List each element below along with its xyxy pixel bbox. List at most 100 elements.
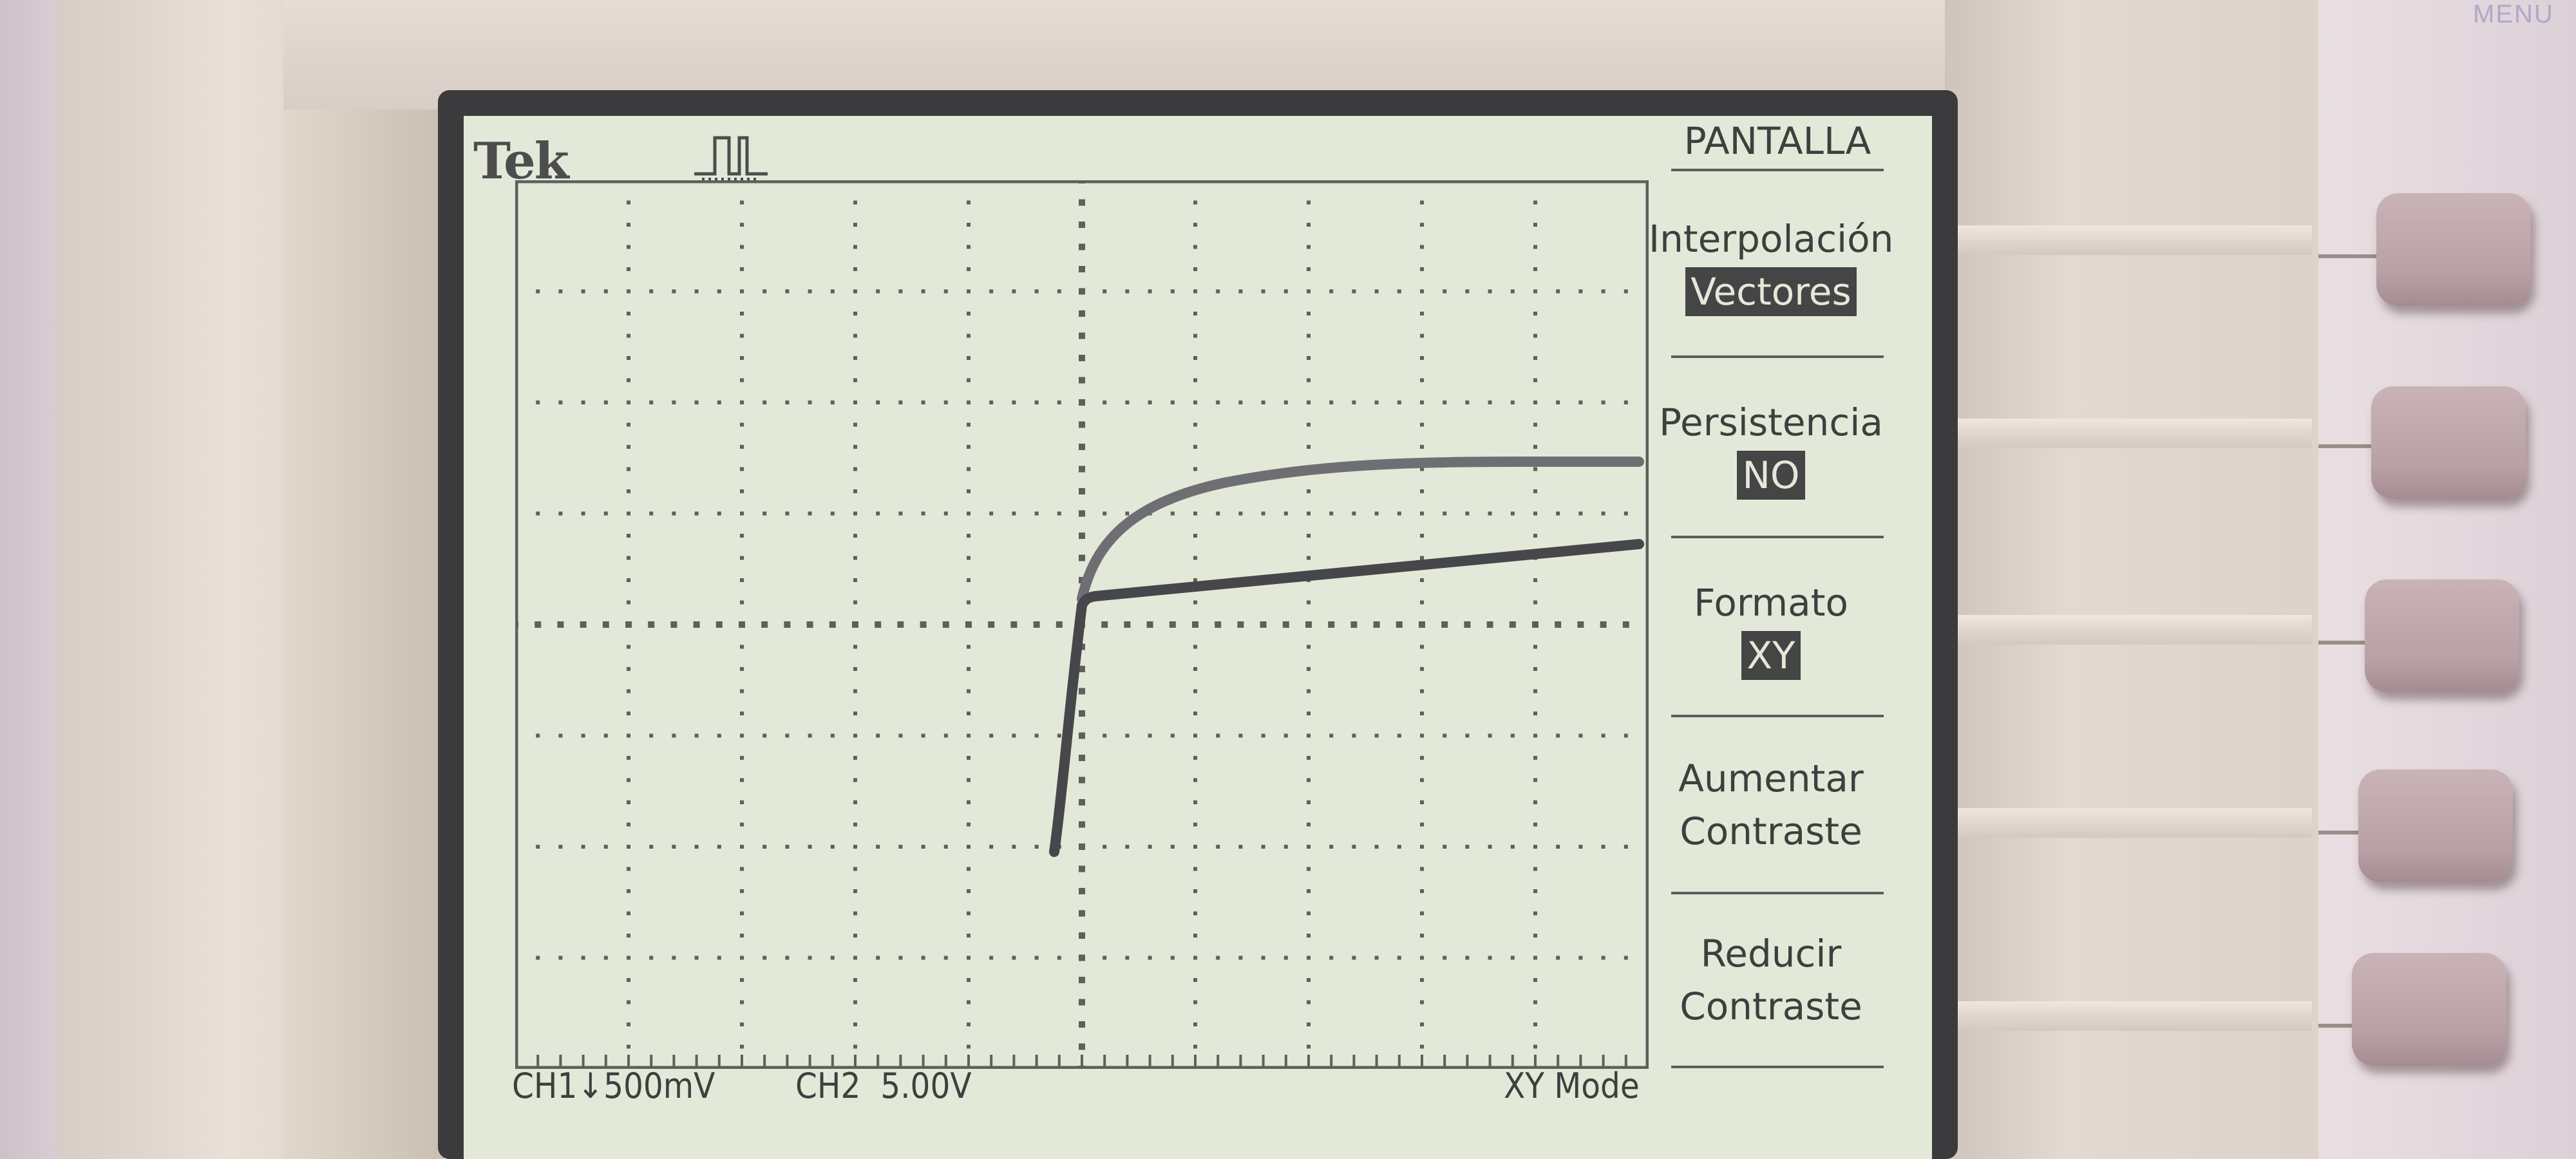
menu-title: PANTALLA [1683,119,1871,163]
graticule-dot [1237,621,1244,628]
graticule-dot [967,733,971,738]
graticule-dot [1238,400,1243,404]
graticule-dot [740,756,744,760]
graticule-dot [762,289,767,294]
graticule-dot [740,422,744,427]
menu-item-value: Vectores [1685,267,1857,316]
graticule-dot [853,534,857,538]
graticule-dot [1420,934,1424,938]
pulse-trigger-icon [694,136,768,180]
graticule-dot [670,621,677,628]
graticule-dot [1079,710,1085,717]
graticule-tick [1602,1055,1605,1068]
graticule-dot [740,334,744,338]
graticule-dot [1034,511,1039,516]
graticule-dot [967,1022,971,1026]
graticule-dot [762,733,767,738]
graticule-dot [693,621,700,628]
graticule-dot [1216,733,1220,738]
graticule-dot [627,312,630,316]
bezel-button-5[interactable] [2352,953,2506,1066]
graticule-dot [1307,200,1311,205]
graticule-dot [967,1000,971,1004]
menu-item-interpolation[interactable]: Interpolación Vectores [1649,212,1893,318]
graticule-dot [1307,312,1311,316]
graticule-dot [536,400,540,404]
ch1-scale-readout: CH1↓500mV [512,1066,715,1106]
graticule-dot [1307,511,1311,516]
graticule-dot [967,867,971,871]
graticule-dot [1533,1067,1537,1069]
graticule-dot [1510,956,1515,960]
graticule-dot [1012,400,1016,404]
graticule-dot [627,356,630,360]
graticule-dot [1420,223,1424,227]
graticule-dot [1056,621,1063,628]
graticule-dot [558,400,563,404]
graticule-dot [1374,511,1379,516]
menu-item-decrease-contrast[interactable]: Reducir Contraste [1649,927,1893,1033]
graticule-dot [1193,1067,1197,1069]
graticule-dot [740,778,744,782]
graticule-dot [1488,733,1492,738]
graticule-dot [942,621,949,628]
graticule-dot [1397,956,1401,960]
graticule-dot [1533,756,1537,760]
bezel-ridge [1951,419,2312,448]
graticule-dot [762,845,767,849]
graticule-dot [898,289,903,294]
graticule-dot [920,621,927,628]
graticule-dot [853,334,857,338]
bezel-button-2[interactable] [2371,386,2526,499]
graticule-dot [1148,845,1152,849]
graticule-tick [1375,1055,1378,1068]
graticule-dot [853,867,857,871]
graticule-dot [649,289,654,294]
graticule-dot [1420,422,1424,427]
bezel-button-1[interactable] [2376,193,2531,306]
graticule-dot [740,733,744,738]
graticule-dot [627,667,630,671]
graticule-dot [1124,621,1131,628]
graticule-dot [627,556,630,560]
graticule-dot [1420,1067,1424,1069]
graticule-dot [1420,534,1424,538]
menu-divider [1671,536,1884,538]
graticule-dot [853,1044,857,1049]
graticule-dot [898,733,903,738]
menu-item-persistence[interactable]: Persistencia NO [1649,396,1893,502]
graticule-dot [1079,888,1085,894]
bezel-ridge [1951,1001,2312,1031]
graticule-dot [1510,733,1515,738]
graticule-dot [1307,822,1311,827]
graticule-dot [627,289,630,294]
graticule-dot [1533,889,1537,893]
menu-item-format[interactable]: Formato XY [1649,576,1893,682]
graticule-dot [1307,867,1311,871]
graticule-dot [1420,645,1424,649]
graticule-dot [515,956,517,960]
graticule-dot [1079,954,1085,961]
graticule-dot [1079,180,1085,184]
graticule-dot [762,400,767,404]
graticule-dot [740,711,744,715]
graticule-dot [1601,733,1605,738]
graticule-dot [627,180,630,182]
bezel-button-4[interactable] [2358,769,2513,882]
graticule-dot [898,511,903,516]
graticule-dot [1193,511,1197,516]
graticule-dot [1079,666,1085,672]
menu-item-increase-contrast[interactable]: Aumentar Contraste [1649,752,1893,858]
graticule-dot [649,511,654,516]
graticule-dot [1420,245,1424,249]
button-leader [2318,831,2363,834]
graticule-dot [1057,733,1061,738]
graticule-dot [1193,778,1197,782]
graticule-dot [1193,445,1197,449]
graticule-dot [1533,1022,1537,1026]
graticule-dot [1034,733,1039,738]
graticule-dot [1533,489,1537,493]
graticule-dot [853,356,857,360]
bezel-button-3[interactable] [2365,580,2519,692]
graticule-dot [1307,845,1311,849]
